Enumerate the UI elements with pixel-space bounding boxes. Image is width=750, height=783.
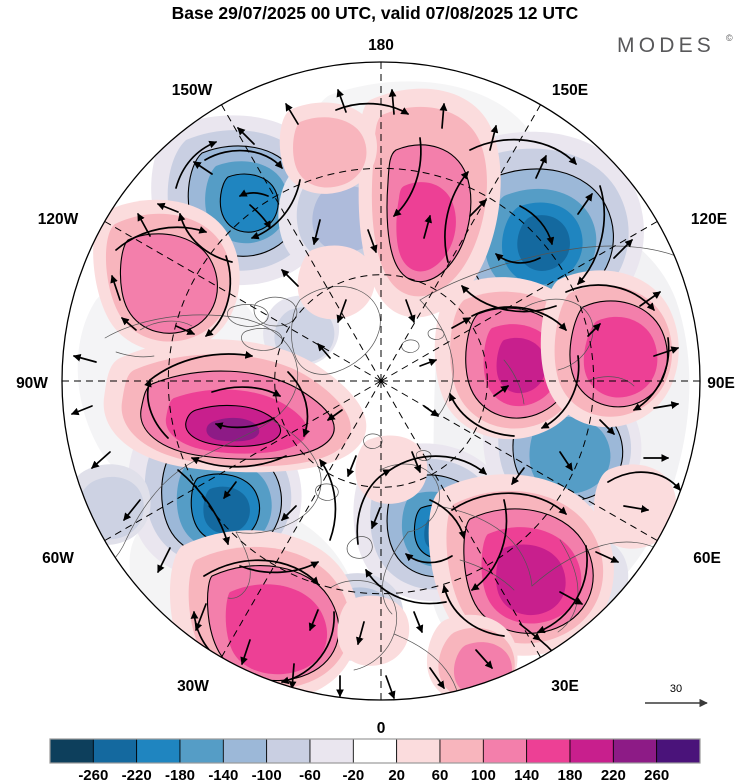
modes-logo: MODES ©	[617, 33, 733, 57]
lon-label-120e: 120E	[691, 211, 727, 228]
contour-positive-kamchatka	[358, 88, 501, 318]
lon-label-180: 180	[368, 37, 394, 54]
colorbar-tick-label: -140	[208, 767, 238, 783]
meridian-30w	[221, 380, 382, 658]
coastline-layer	[95, 245, 697, 700]
lon-label-150w: 150W	[172, 82, 213, 99]
colorbar-swatch	[179, 738, 224, 764]
colorbar-tick-label: -60	[299, 767, 321, 783]
colorbar-tick-label: -220	[122, 767, 152, 783]
colorbar-tick-label: -260	[78, 767, 108, 783]
colorbar-swatch	[266, 738, 311, 764]
colorbar-swatch	[352, 738, 398, 764]
colorbar-frame	[49, 738, 701, 764]
colorbar-tick-labels: -260 -220 -180 -140 -100 -60 -20 20 60 100 140 180 2…	[78, 767, 669, 783]
colorbar-tick-label: 20	[388, 767, 405, 783]
colorbar-swatch	[439, 738, 484, 764]
colorbar-swatch	[396, 738, 441, 764]
colorbar-swatch	[92, 738, 138, 764]
lon-label-60e: 60E	[693, 550, 721, 567]
latitude-circle-60n	[274, 274, 488, 488]
vector-scale-key: 30	[645, 683, 708, 708]
colorbar-tick-label: 100	[471, 767, 496, 783]
brand-copyright-icon: ©	[726, 33, 733, 43]
meridian-60w	[104, 380, 382, 541]
lon-label-30e: 30E	[551, 678, 579, 695]
meridian-120e	[380, 221, 658, 382]
colorbar-swatch	[612, 738, 658, 764]
lon-label-120w: 120W	[38, 211, 79, 228]
colorbar-tick-label: 140	[514, 767, 539, 783]
colorbar-swatch	[569, 738, 614, 764]
colorbar-swatch	[309, 738, 354, 764]
longitude-label-group: 180 150E 120E 90E 60E 30E 0 30W 60W 90W …	[16, 37, 735, 737]
colorbar-tick-label: -100	[252, 767, 282, 783]
meridian-30e	[380, 380, 541, 658]
meridian-120w	[104, 221, 382, 382]
colorbar-swatch	[136, 738, 181, 764]
colorbar-tick-label: 60	[432, 767, 449, 783]
colorbar-tick-label: 180	[557, 767, 582, 783]
colorbar-tick-label: 260	[644, 767, 669, 783]
map-boundary-circle	[61, 61, 701, 701]
latitude-circle-30n	[167, 167, 595, 595]
lon-label-150e: 150E	[552, 82, 588, 99]
lon-label-30w: 30W	[177, 678, 209, 695]
lon-label-90w: 90W	[16, 375, 48, 392]
lon-label-0: 0	[377, 720, 386, 737]
meridian-150e	[380, 104, 541, 382]
graticule-layer	[62, 62, 700, 700]
colorbar-tick-label: -20	[342, 767, 364, 783]
lon-label-60w: 60W	[42, 550, 74, 567]
colorbar-swatches	[49, 738, 701, 764]
chart-title: Base 29/07/2025 00 UTC, valid 07/08/2025…	[172, 3, 579, 23]
colorbar: -260 -220 -180 -140 -100 -60 -20 20 60 100 140 180 2…	[49, 738, 701, 783]
colorbar-swatch	[222, 738, 268, 764]
colorbar-tick-label: -180	[165, 767, 195, 783]
wind-vector-small-layer	[70, 88, 680, 700]
colorbar-swatch	[526, 738, 571, 764]
vector-scale-label: 30	[670, 683, 682, 695]
brand-text: MODES	[617, 34, 715, 57]
colorbar-swatch	[482, 738, 528, 764]
colorbar-swatch	[49, 738, 94, 764]
colorbar-swatch	[656, 738, 701, 764]
contour-positive-namerica	[103, 339, 367, 473]
colorbar-tick-label: 220	[601, 767, 626, 783]
lon-label-90e: 90E	[707, 375, 735, 392]
